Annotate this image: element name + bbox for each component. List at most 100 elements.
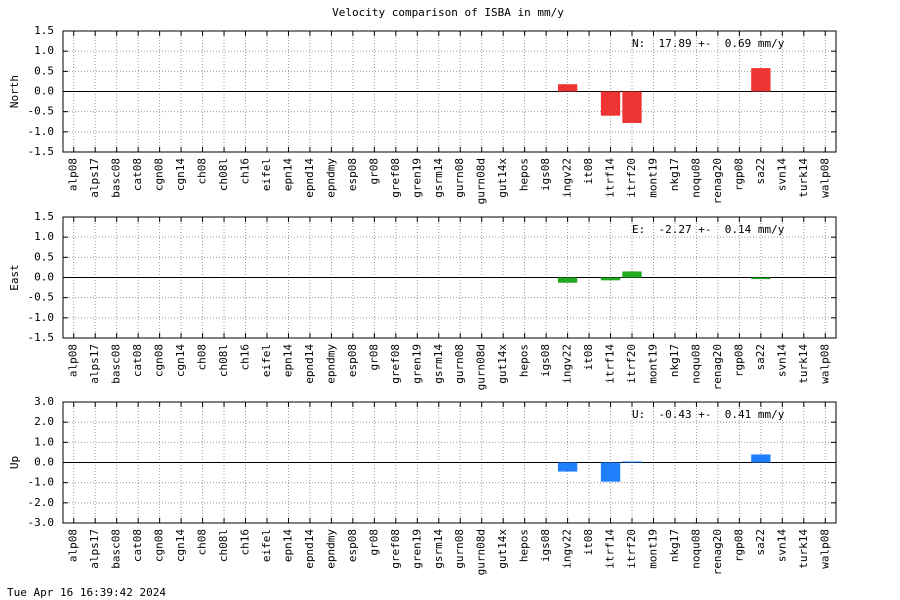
y-tick-label: 3.0 — [34, 395, 54, 408]
x-tick-label: renag20 — [711, 344, 724, 390]
x-tick-label: epnd14 — [303, 529, 316, 569]
y-tick-label: -0.5 — [28, 105, 55, 118]
chart-title: Velocity comparison of ISBA in mm/y — [332, 6, 564, 19]
x-tick-label: eifel — [260, 529, 273, 562]
x-tick-label: gref08 — [389, 529, 402, 569]
plot-frame — [62, 30, 837, 153]
x-tick-label: it08 — [582, 529, 595, 556]
x-tick-label: alp08 — [67, 344, 80, 377]
bar — [600, 91, 621, 116]
x-tick-label: basc08 — [110, 158, 123, 198]
x-tick-label: epn14 — [281, 158, 294, 191]
x-tick-label: gsrm14 — [432, 529, 445, 569]
plot-frame — [62, 216, 837, 339]
x-tick-label: noqu08 — [689, 529, 702, 569]
x-tick-label: nkg17 — [668, 344, 681, 377]
y-tick-label: 0.5 — [34, 64, 54, 77]
x-tick-label: turk14 — [797, 158, 810, 198]
x-tick-label: gut14x — [496, 158, 509, 198]
bar — [557, 84, 578, 92]
y-tick-label: -1.0 — [28, 125, 55, 138]
x-tick-label: basc08 — [110, 344, 123, 384]
y-tick-label: 1.5 — [34, 24, 54, 37]
x-tick-label: gr08 — [367, 529, 380, 556]
bar — [751, 68, 771, 92]
x-tick-label: cgn14 — [174, 344, 187, 377]
x-tick-label: gurn08 — [453, 344, 466, 384]
y-tick-label: 0.0 — [34, 85, 54, 98]
x-tick-label: igs08 — [539, 158, 552, 191]
x-tick-label: gsrm14 — [432, 344, 445, 384]
x-tick-label: renag20 — [711, 158, 724, 204]
bar — [600, 462, 621, 482]
y-axis-label: North — [8, 75, 21, 108]
y-tick-label: 0.0 — [34, 271, 54, 284]
x-tick-label: esp08 — [346, 158, 359, 191]
x-tick-label: cat08 — [131, 344, 144, 377]
x-tick-label: gref08 — [389, 158, 402, 198]
plot-frame — [62, 401, 837, 524]
x-tick-label: nkg17 — [668, 158, 681, 191]
x-tick-label: epn14 — [281, 529, 294, 562]
y-tick-label: 1.0 — [34, 435, 54, 448]
x-tick-label: gren19 — [410, 529, 423, 569]
x-tick-label: gurn08 — [453, 158, 466, 198]
x-tick-label: ch08l — [217, 158, 230, 191]
x-tick-label: ingv22 — [561, 344, 574, 384]
x-tick-label: ch16 — [239, 158, 252, 185]
x-tick-label: walp08 — [818, 158, 831, 198]
bar — [557, 462, 578, 472]
x-tick-label: rgp08 — [732, 158, 745, 191]
x-tick-label: mont19 — [646, 158, 659, 198]
x-tick-label: gurn08d — [475, 529, 488, 575]
y-tick-label: 0.5 — [34, 250, 54, 263]
x-tick-label: itrf14 — [604, 158, 617, 198]
y-tick-label: -2.0 — [28, 496, 55, 509]
x-tick-label: ch08l — [217, 529, 230, 562]
x-tick-label: mont19 — [646, 529, 659, 569]
bar — [557, 277, 578, 283]
x-tick-label: alps17 — [88, 158, 101, 198]
x-tick-label: turk14 — [797, 529, 810, 569]
x-tick-label: itrf20 — [625, 158, 638, 198]
x-tick-label: walp08 — [818, 529, 831, 569]
x-tick-label: svn14 — [775, 158, 788, 191]
x-tick-label: noqu08 — [689, 158, 702, 198]
x-tick-label: rgp08 — [732, 529, 745, 562]
x-tick-label: ch08 — [196, 158, 209, 185]
x-tick-label: it08 — [582, 344, 595, 371]
x-tick-label: renag20 — [711, 529, 724, 575]
annotation: N: 17.89 +- 0.69 mm/y — [632, 37, 785, 50]
x-tick-label: ingv22 — [561, 158, 574, 198]
x-tick-label: gurn08d — [475, 344, 488, 390]
x-tick-label: gurn08d — [475, 158, 488, 204]
x-tick-label: hepos — [518, 158, 531, 191]
x-tick-label: gr08 — [367, 344, 380, 371]
x-tick-label: gren19 — [410, 158, 423, 198]
x-tick-label: gsrm14 — [432, 158, 445, 198]
x-tick-label: cgn08 — [153, 529, 166, 562]
x-tick-label: hepos — [518, 344, 531, 377]
x-tick-label: sa22 — [754, 529, 767, 556]
x-tick-label: ch16 — [239, 529, 252, 556]
x-tick-label: eifel — [260, 158, 273, 191]
y-tick-label: 1.0 — [34, 230, 54, 243]
annotation: U: -0.43 +- 0.41 mm/y — [632, 408, 785, 421]
x-tick-label: gut14x — [496, 529, 509, 569]
x-tick-label: gurn08 — [453, 529, 466, 569]
y-axis-label: East — [8, 264, 21, 291]
x-tick-label: epnd14 — [303, 344, 316, 384]
x-tick-label: itrf14 — [604, 529, 617, 569]
bar — [751, 454, 771, 463]
y-tick-label: -1.0 — [28, 476, 55, 489]
x-tick-label: esp08 — [346, 344, 359, 377]
x-tick-label: walp08 — [818, 344, 831, 384]
x-tick-label: epn14 — [281, 344, 294, 377]
x-tick-label: turk14 — [797, 344, 810, 384]
x-tick-label: nkg17 — [668, 529, 681, 562]
y-tick-label: -1.5 — [28, 145, 55, 158]
x-tick-label: ch08 — [196, 529, 209, 556]
